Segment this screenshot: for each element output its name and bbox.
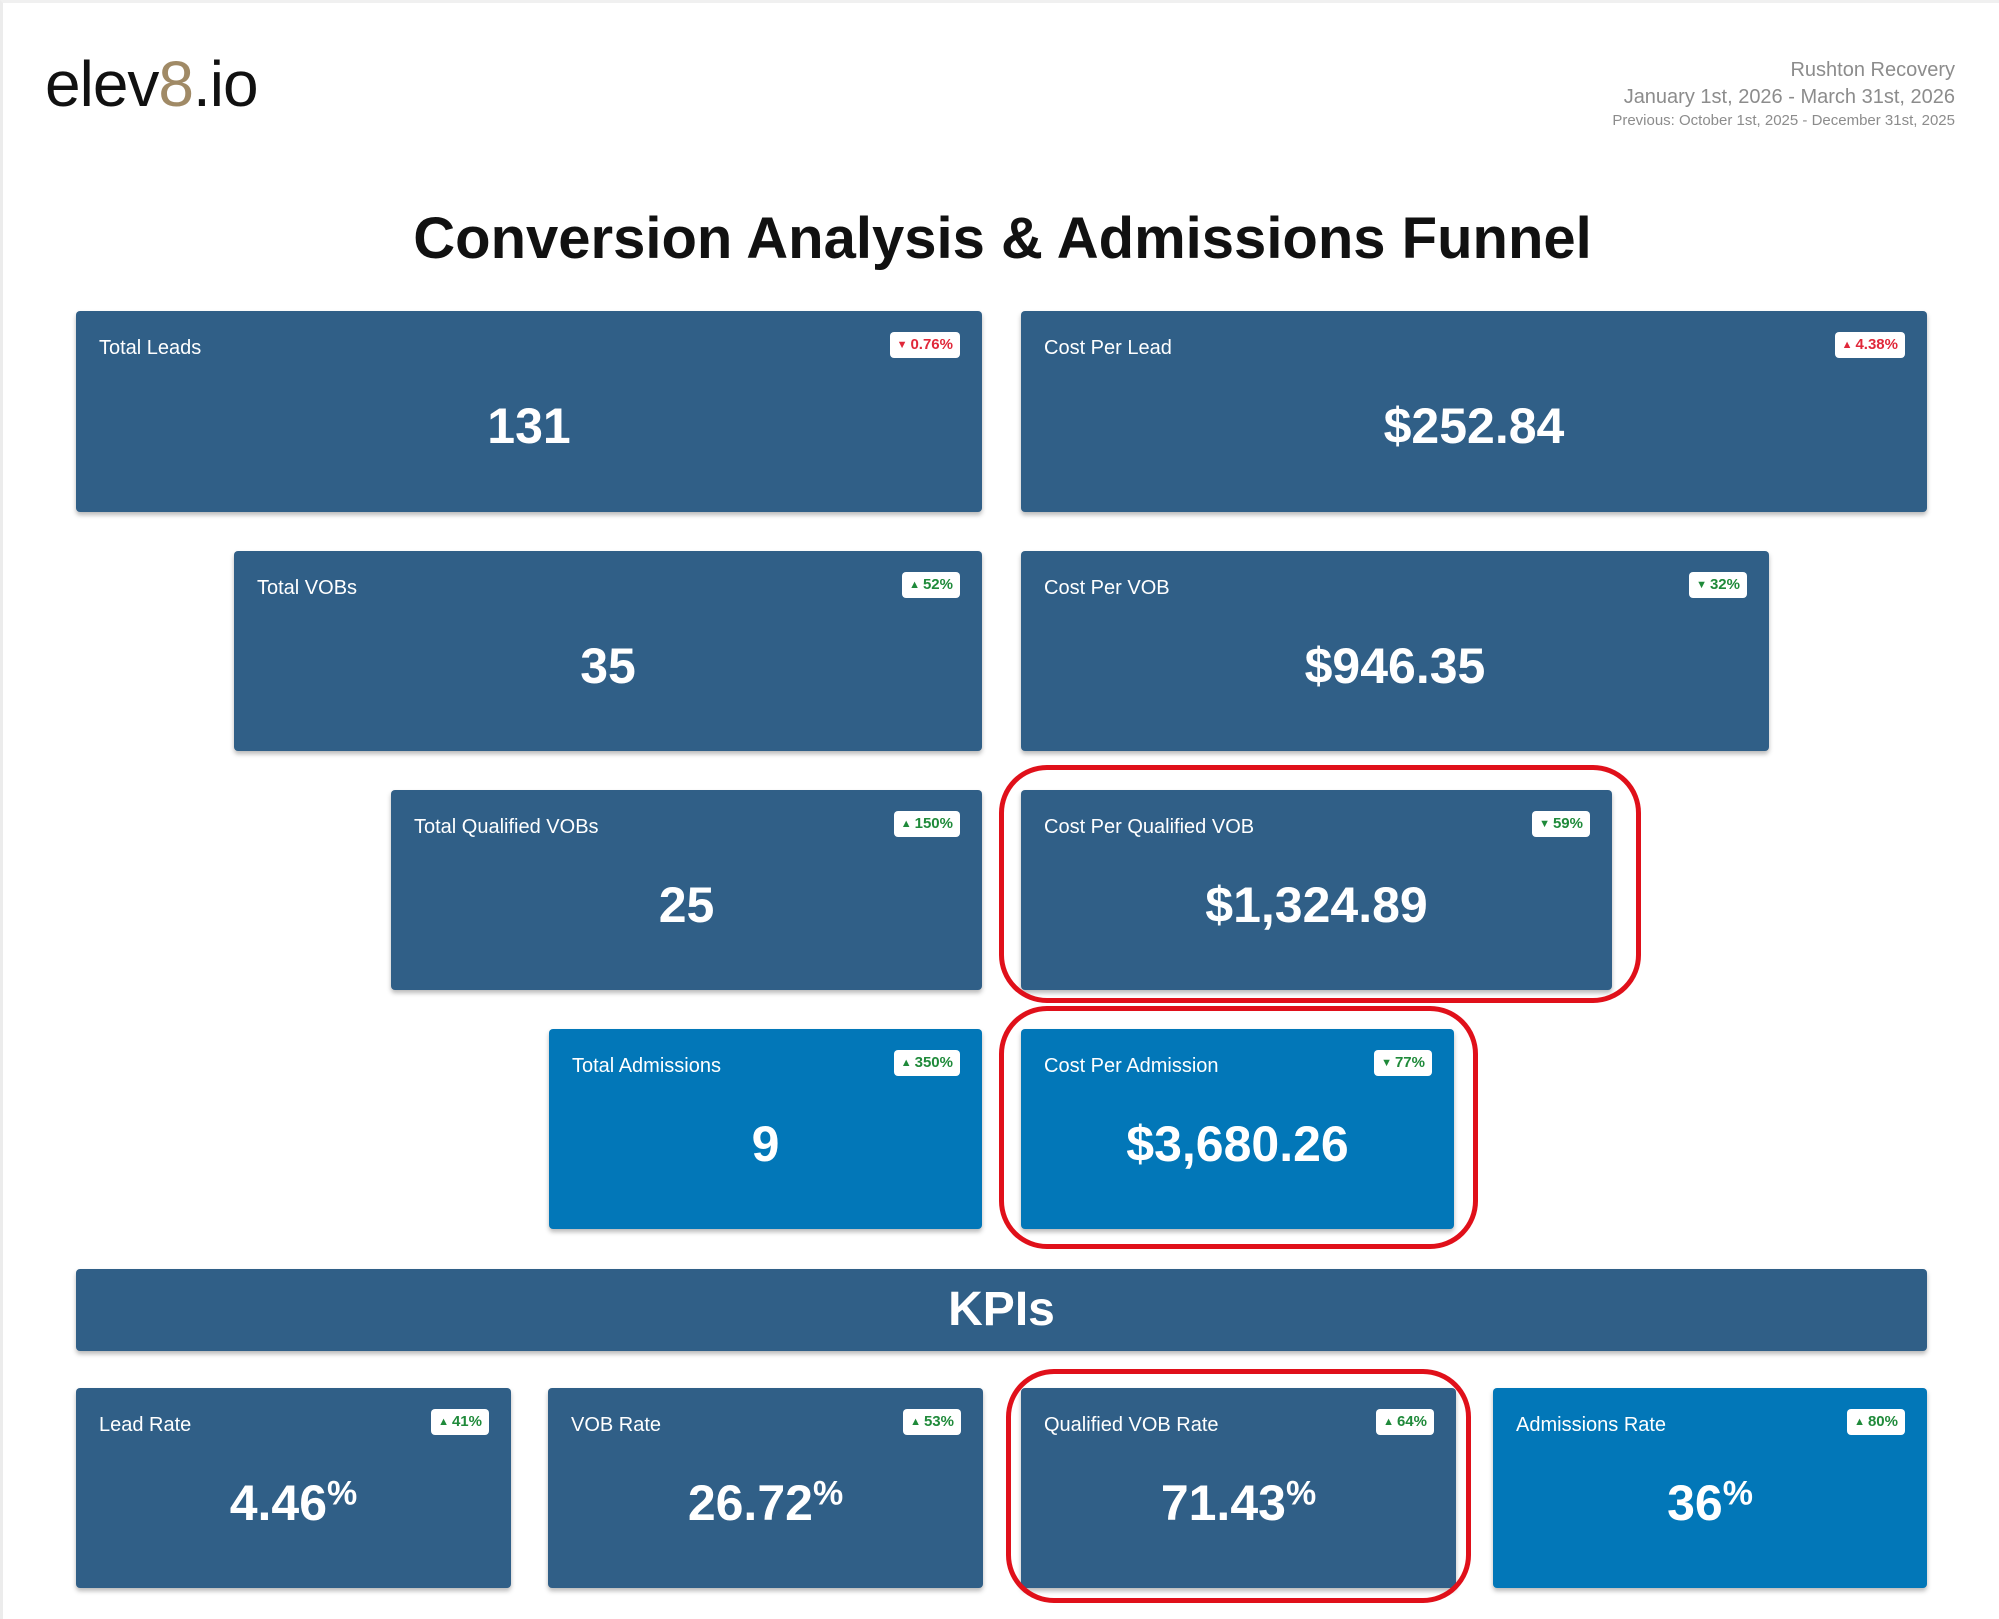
- change-badge: ▼ 59%: [1532, 811, 1590, 837]
- arrow-up-icon: ▲: [1841, 339, 1853, 351]
- card-value: $3,680.26: [1126, 1116, 1349, 1172]
- arrow-up-icon: ▲: [1383, 1416, 1394, 1428]
- admissions-rate-card: Admissions Rate ▲ 80% 36%: [1493, 1388, 1927, 1588]
- card-label: Admissions Rate: [1516, 1414, 1667, 1436]
- date-range: January 1st, 2026 - March 31st, 2026: [1623, 86, 1955, 108]
- card-label: Cost Per Qualified VOB: [1044, 816, 1255, 838]
- change-badge: ▼ 32%: [1689, 572, 1747, 598]
- card-value: $252.84: [1383, 398, 1565, 454]
- arrow-up-icon: ▲: [910, 1416, 921, 1428]
- vob-rate-card: VOB Rate ▲ 53% 26.72%: [548, 1388, 983, 1588]
- change-badge: ▲ 52%: [902, 572, 960, 598]
- card-label: Lead Rate: [99, 1414, 192, 1436]
- arrow-up-icon: ▲: [900, 1057, 912, 1069]
- card-label: Cost Per Lead: [1044, 337, 1172, 359]
- lead-rate-card: Lead Rate ▲ 41% 4.46%: [76, 1388, 511, 1588]
- arrow-down-icon: ▼: [1381, 1057, 1392, 1069]
- change-badge: ▼ 77%: [1374, 1050, 1432, 1076]
- cost-per-admission-card: Cost Per Admission ▼ 77% $3,680.26: [1021, 1029, 1454, 1229]
- elev8-logo: elev8.io: [45, 48, 259, 120]
- card-label: VOB Rate: [571, 1414, 662, 1436]
- cost-per-qualified-vob-card: Cost Per Qualified VOB ▼ 59% $1,324.89: [1021, 790, 1612, 990]
- page-title: Conversion Analysis & Admissions Funnel: [413, 206, 1592, 271]
- arrow-down-icon: ▼: [1696, 579, 1707, 591]
- change-badge: ▲ 350%: [893, 1050, 960, 1076]
- card-value: 35: [580, 638, 636, 694]
- kpis-section-header: KPIs: [76, 1269, 1927, 1351]
- arrow-up-icon: ▲: [909, 579, 920, 591]
- arrow-up-icon: ▲: [900, 818, 912, 830]
- card-label: Total Leads: [99, 337, 202, 359]
- arrow-up-icon: ▲: [438, 1416, 449, 1428]
- cost-per-lead-card: Cost Per Lead ▲ 4.38% $252.84: [1021, 311, 1927, 512]
- change-badge: ▲ 41%: [431, 1409, 489, 1435]
- card-value: 26.72%: [687, 1474, 844, 1531]
- card-value: $1,324.89: [1205, 877, 1428, 933]
- cost-per-vob-card: Cost Per VOB ▼ 32% $946.35: [1021, 551, 1769, 751]
- card-label: Cost Per Admission: [1044, 1055, 1219, 1077]
- arrow-up-icon: ▲: [1854, 1416, 1865, 1428]
- previous-date-range: Previous: October 1st, 2025 - December 3…: [1612, 112, 1955, 129]
- total-admissions-card: Total Admissions ▲ 350% 9: [549, 1029, 982, 1229]
- client-name: Rushton Recovery: [1790, 59, 1955, 81]
- change-badge: ▲ 150%: [893, 811, 960, 837]
- change-badge: ▼ 0.76%: [889, 332, 960, 358]
- arrow-down-icon: ▼: [1539, 818, 1550, 830]
- card-value: 4.46%: [229, 1474, 358, 1531]
- card-value: $946.35: [1304, 638, 1486, 694]
- total-qualified-vobs-card: Total Qualified VOBs ▲ 150% 25: [391, 790, 982, 990]
- card-value: 71.43%: [1160, 1474, 1317, 1531]
- change-badge: ▲ 4.38%: [1834, 332, 1905, 358]
- change-badge: ▲ 53%: [903, 1409, 961, 1435]
- total-vobs-card: Total VOBs ▲ 52% 35: [234, 551, 982, 751]
- card-label: Total Admissions: [572, 1055, 721, 1077]
- card-value: 9: [751, 1116, 780, 1172]
- card-label: Cost Per VOB: [1044, 577, 1170, 599]
- qualified-vob-rate-card: Qualified VOB Rate ▲ 64% 71.43%: [1021, 1388, 1456, 1588]
- card-label: Total Qualified VOBs: [414, 816, 599, 838]
- total-leads-card: Total Leads ▼ 0.76% 131: [76, 311, 982, 512]
- arrow-down-icon: ▼: [896, 339, 908, 351]
- card-value: 36%: [1667, 1474, 1753, 1531]
- card-label: Qualified VOB Rate: [1044, 1414, 1219, 1436]
- change-badge: ▲ 80%: [1847, 1409, 1905, 1435]
- card-label: Total VOBs: [257, 577, 358, 599]
- card-value: 131: [487, 398, 571, 454]
- card-value: 25: [658, 877, 715, 933]
- report-info: Rushton Recovery January 1st, 2026 - Mar…: [1612, 57, 1955, 131]
- change-badge: ▲ 64%: [1376, 1409, 1434, 1435]
